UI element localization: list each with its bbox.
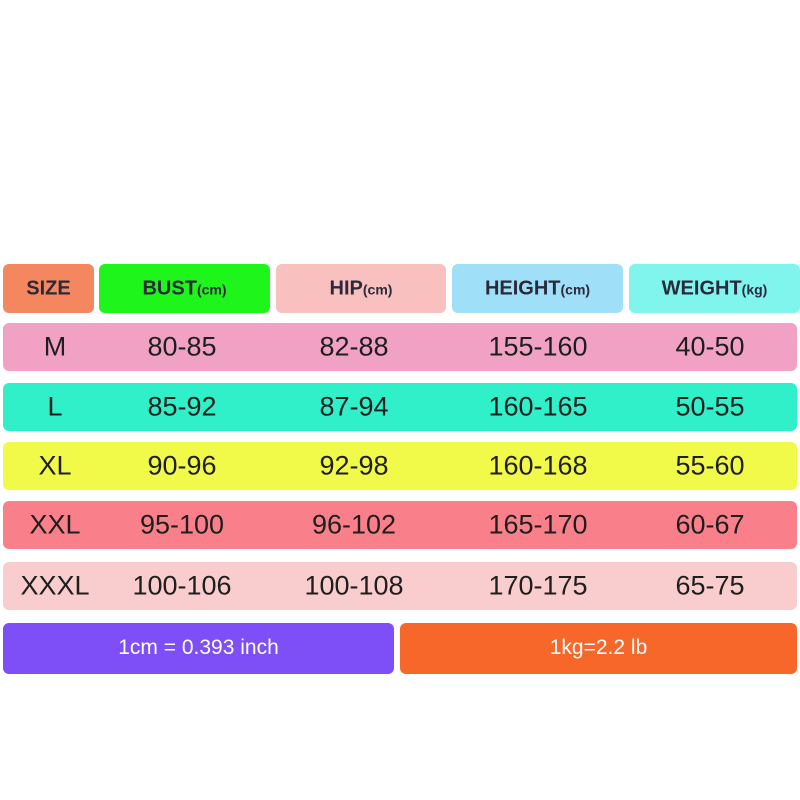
measurement: 60-67 xyxy=(675,509,745,540)
measurement: 96-102 xyxy=(311,509,397,540)
conversion-note: 1cm = 0.393 inch xyxy=(118,636,279,659)
conversion-note: 1kg=2.2 lb xyxy=(549,636,648,659)
measurement: 170-175 xyxy=(488,570,588,601)
measurement: 80-85 xyxy=(147,331,217,362)
header-text: HEIGHT(cm) xyxy=(485,278,590,301)
row xyxy=(3,442,797,490)
header-cell xyxy=(3,264,94,313)
size-label: XL xyxy=(38,450,72,481)
header-text: HIP(cm) xyxy=(330,278,393,301)
header-label: SIZE xyxy=(26,277,71,300)
measurement: 100-108 xyxy=(304,570,404,601)
measurement: 92-98 xyxy=(319,450,389,481)
row xyxy=(3,383,797,431)
measurement: 160-168 xyxy=(488,450,588,481)
measurement: 85-92 xyxy=(147,391,217,422)
header-text: SIZE xyxy=(26,278,70,301)
measurement: 95-100 xyxy=(139,509,225,540)
header-label: BUST xyxy=(142,277,197,300)
header-cell xyxy=(276,264,446,313)
header-cell xyxy=(629,264,800,313)
header-text: WEIGHT(kg) xyxy=(662,278,768,301)
footer-box xyxy=(3,623,394,674)
header-unit: (kg) xyxy=(741,281,768,298)
size-label: XXXL xyxy=(20,570,90,601)
measurement: 165-170 xyxy=(488,509,588,540)
measurement: 65-75 xyxy=(675,570,745,601)
size-label: M xyxy=(43,331,67,362)
header-unit: (cm) xyxy=(362,281,393,298)
measurement: 40-50 xyxy=(675,331,745,362)
measurement: 90-96 xyxy=(147,450,217,481)
row xyxy=(3,323,797,371)
header-cell xyxy=(452,264,623,313)
header-unit: (cm) xyxy=(560,281,591,298)
header-label: HEIGHT xyxy=(484,277,561,300)
footer-box xyxy=(400,623,797,674)
row xyxy=(3,562,797,610)
measurement: 82-88 xyxy=(319,331,389,362)
header-unit: (cm) xyxy=(196,281,227,298)
measurement: 155-160 xyxy=(488,331,588,362)
header-label: WEIGHT xyxy=(661,277,742,300)
measurement: 100-106 xyxy=(132,570,232,601)
header-text: BUST(cm) xyxy=(142,278,226,301)
header-label: HIP xyxy=(329,277,363,300)
size-label: XXL xyxy=(29,509,81,540)
measurement: 50-55 xyxy=(675,391,745,422)
measurement: 87-94 xyxy=(319,391,389,422)
measurement: 55-60 xyxy=(675,450,745,481)
size-label: L xyxy=(47,391,63,422)
row xyxy=(3,501,797,549)
measurement: 160-165 xyxy=(488,391,588,422)
header-cell xyxy=(99,264,270,313)
